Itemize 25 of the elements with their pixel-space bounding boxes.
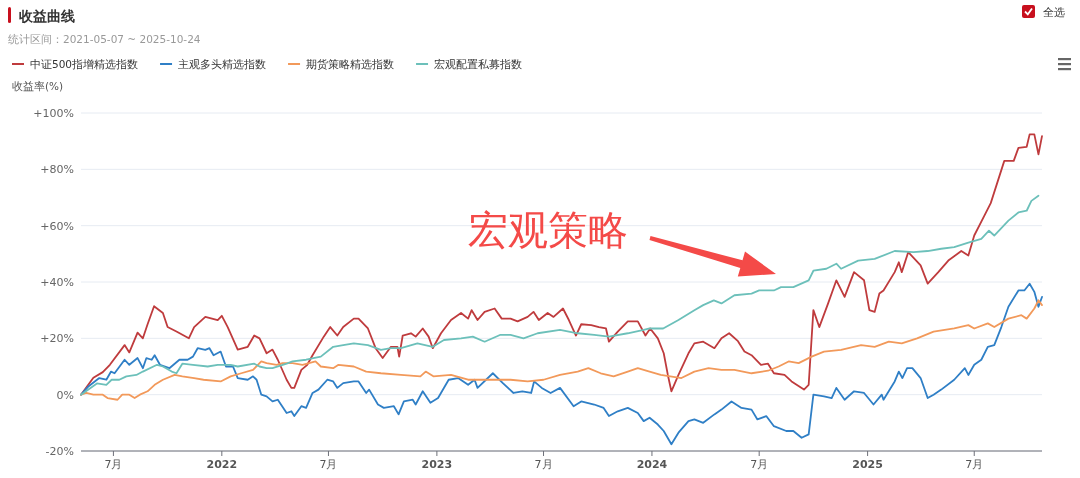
x-tick-label: 7月: [534, 458, 553, 471]
x-tick-label: 7月: [965, 458, 984, 471]
x-tick-label: 2024: [636, 458, 668, 471]
y-tick-label: 0%: [56, 388, 74, 402]
y-tick-label: +60%: [40, 219, 74, 233]
y-tick-label: +80%: [40, 163, 74, 177]
legend-label: 宏观配置私募指数: [434, 58, 523, 70]
x-tick-label: 2025: [852, 458, 883, 471]
x-tick-label: 7月: [319, 458, 338, 471]
y-tick-label: +100%: [33, 107, 74, 120]
legend-label: 期货策略精选指数: [306, 58, 395, 70]
x-tick-label: 7月: [750, 458, 769, 471]
x-tick-label: 2023: [421, 458, 453, 471]
chart-title: 收益曲线: [19, 8, 75, 24]
legend-label: 主观多头精选指数: [178, 58, 267, 70]
y-tick-label: -20%: [45, 445, 74, 458]
y-tick-label: +40%: [40, 276, 74, 289]
annotation: 宏观策略: [468, 207, 628, 253]
text: 全选: [1043, 6, 1065, 19]
legend-label: 中证500指增精选指数: [30, 58, 139, 70]
x-tick-label: 2022: [206, 458, 238, 471]
chart-subtitle: 统计区间：2021-05-07 ~ 2025-10-24: [8, 33, 201, 45]
x-tick-label: 7月: [104, 458, 123, 471]
y-tick-label: +20%: [40, 332, 74, 346]
y-axis-title: 收益率(%): [12, 80, 64, 92]
